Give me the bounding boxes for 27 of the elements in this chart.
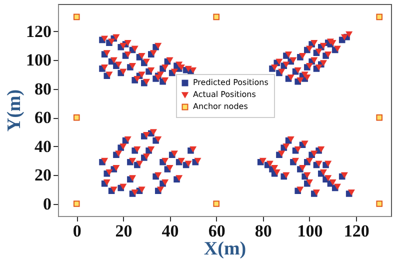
y-tick-label: 40: [34, 136, 52, 156]
legend-label: Predicted Positions: [193, 78, 268, 87]
x-tick-label: 60: [208, 222, 226, 240]
point: [213, 14, 220, 20]
point: [376, 114, 383, 121]
y-tick-label: 0: [43, 194, 52, 214]
point: [213, 200, 220, 207]
legend-label: Anchor nodes: [193, 102, 248, 111]
point: [73, 114, 80, 121]
x-axis-title: X(m): [204, 238, 246, 260]
x-tick-label: 0: [72, 222, 82, 240]
point: [376, 14, 383, 20]
x-tick-label: 100: [297, 222, 323, 240]
point: [376, 200, 383, 207]
x-tick-label: 40: [162, 222, 179, 240]
x-tick-label: 80: [254, 222, 272, 240]
legend-label: Actual Positions: [193, 90, 256, 99]
y-tick-label: 80: [34, 79, 52, 98]
y-axis-title: Y(m): [4, 89, 25, 132]
y-tick-label: 120: [26, 22, 52, 41]
x-tick-label: 20: [115, 222, 132, 240]
point: [73, 14, 80, 20]
y-tick-label: 100: [26, 50, 52, 70]
y-tick-label: 60: [34, 108, 52, 128]
y-tick-label: 20: [34, 166, 52, 185]
x-tick-label: 120: [344, 222, 370, 240]
point: [73, 200, 80, 207]
